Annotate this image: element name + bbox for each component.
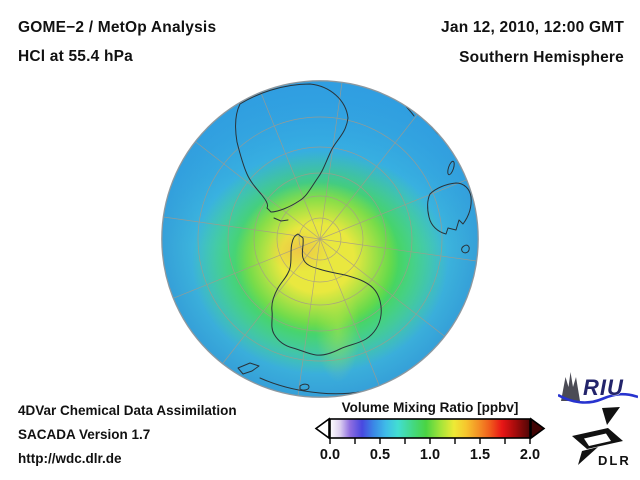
coast-new-zealand-south [228,376,247,387]
version-label: SACADA Version 1.7 [18,427,151,442]
dlr-arrow-icon [572,407,623,465]
date-label: Jan 12, 2010, 12:00 GMT [441,19,624,36]
colorbar-title: Volume Mixing Ratio [ppbv] [341,400,519,415]
field-maximum-patch [268,228,332,272]
species-level-label: HCl at 55.4 hPa [18,48,133,65]
url-label: http://wdc.dlr.de [18,451,122,466]
assimilation-label: 4DVar Chemical Data Assimilation [18,403,237,418]
hemisphere-label: Southern Hemisphere [459,49,624,66]
cathedral-icon [561,372,580,401]
colorbar-ticks [329,438,531,444]
coast-antarctica [271,233,382,356]
colorbar-tick-label: 1.0 [419,447,441,463]
coast-australia [427,182,472,235]
colorbar-underflow-arrow [314,417,330,440]
riu-logo: RIU [558,372,638,404]
wave-icon [558,392,638,404]
globe-limb [161,80,479,398]
coast-tasmania [461,244,470,254]
coast-south-america [234,83,349,213]
colorbar-gradient-bar [329,418,531,439]
colorbar-tick-label: 1.5 [469,447,491,463]
header-right: Jan 12, 2010, 12:00 GMT Southern Hemisph… [441,13,624,73]
credits-block: 4DVar Chemical Data Assimilation SACADA … [18,399,237,471]
hemisphere-map [161,80,479,398]
coast-madagascar [447,160,455,176]
dlr-logo: DLR [572,407,631,468]
colorbar-tick-label: 0.5 [369,447,391,463]
coast-new-zealand-north [237,362,260,375]
riu-wordmark: RIU [583,375,624,400]
dlr-wordmark: DLR [598,453,631,468]
colorbar-tick-label: 2.0 [519,447,541,463]
coast-bottom-islet [299,383,310,391]
coast-tierra-del-fuego [273,217,289,222]
colorbar [314,417,546,444]
analysis-title: GOME−2 / MetOp Analysis [18,19,217,36]
colorbar-overflow-arrow [530,417,546,440]
header-left: GOME−2 / MetOp Analysis HCl at 55.4 hPa [18,13,216,71]
colorbar-tick-label: 0.0 [319,447,341,463]
graticule [163,82,477,396]
